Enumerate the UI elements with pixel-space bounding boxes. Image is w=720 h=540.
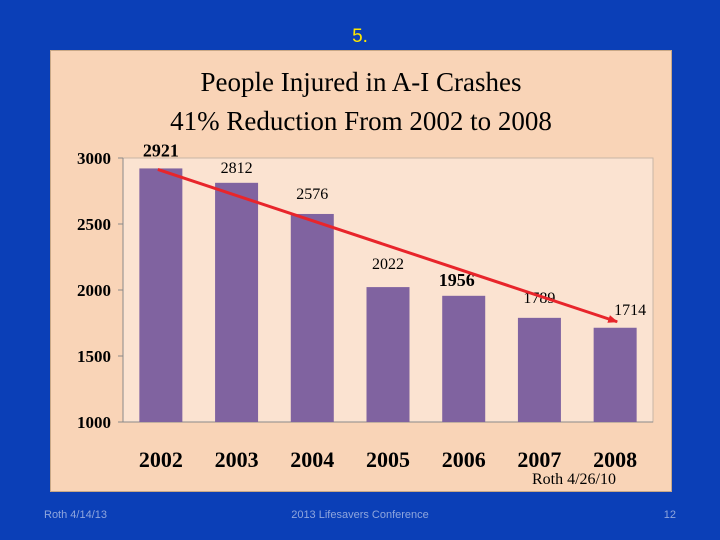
data-label: 2576 [296,186,328,203]
bar-2008 [593,327,637,422]
y-tick-label: 1500 [77,347,111,366]
bar-2005 [366,287,410,422]
chart-panel: People Injured in A-I Crashes 41% Reducti… [50,50,672,492]
bar-2007 [517,317,561,422]
footer-author-date: Roth 4/14/13 [44,509,107,521]
x-tick-label: 2006 [442,447,486,472]
x-tick-label: 2002 [139,447,183,472]
x-tick-label: 2005 [366,447,410,472]
x-tick-label: 2003 [215,447,259,472]
bar-2006 [442,295,486,422]
data-label: 1956 [439,270,475,290]
y-tick-label: 2500 [77,215,111,234]
chart-annotation: Roth 4/26/10 [532,471,616,488]
y-tick-label: 2000 [77,281,111,300]
slide-number: 5. [352,26,368,47]
footer-conference: 2013 Lifesavers Conference [291,509,429,521]
data-label: 2022 [372,256,404,273]
y-tick-label: 3000 [77,149,111,168]
trend-arrow [157,168,619,324]
bar-2002 [139,168,183,422]
x-tick-label: 2007 [517,447,561,472]
chart-title: People Injured in A-I Crashes [201,67,522,97]
x-tick-label: 2008 [593,447,637,472]
data-label: 1714 [614,302,646,319]
y-tick-label: 1000 [77,413,111,432]
data-label: 2921 [143,140,179,160]
bar-2003 [215,182,259,422]
bar-2004 [290,213,334,422]
footer-page-number: 12 [663,509,676,521]
bar-chart: People Injured in A-I Crashes 41% Reducti… [77,67,654,488]
data-label: 2812 [221,160,253,177]
x-tick-label: 2004 [290,447,334,472]
chart-subtitle: 41% Reduction From 2002 to 2008 [170,106,552,136]
